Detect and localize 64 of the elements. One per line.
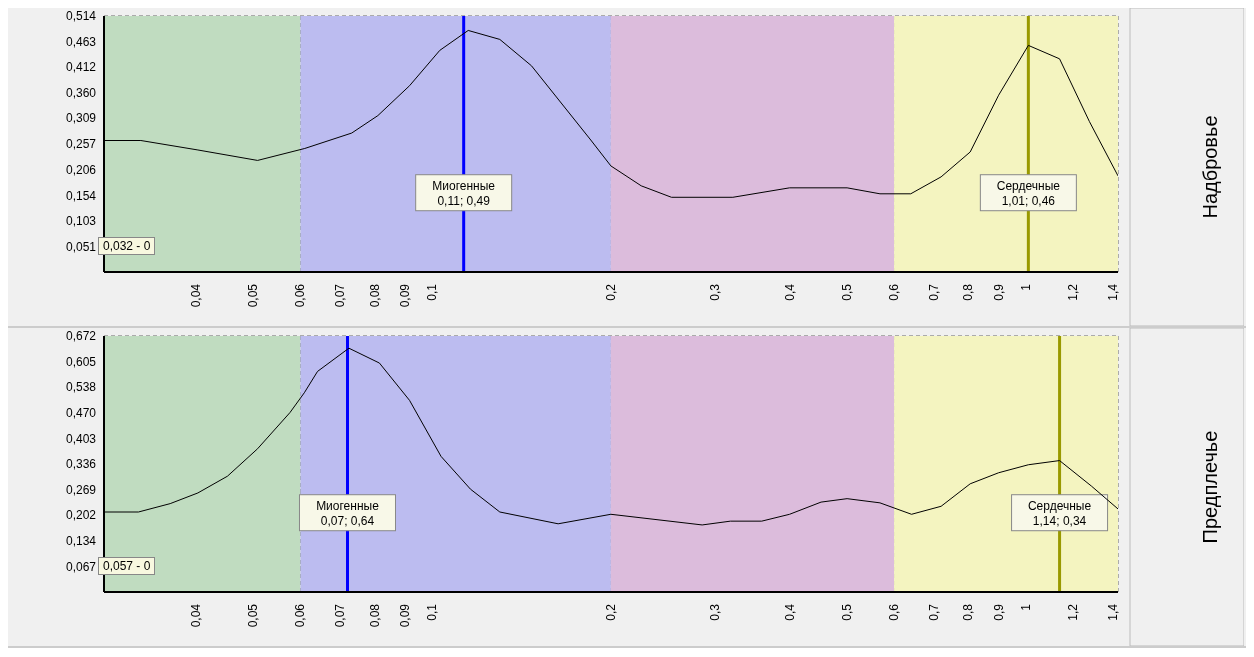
ref-line-label: Миогенные 0,11; 0,49 <box>432 178 496 208</box>
x-tick-label: 0,3 <box>708 283 723 301</box>
x-tick-label: 0,1 <box>425 603 440 621</box>
annotation: 0,057 - 0 <box>98 556 156 575</box>
y-tick-label: 0,051 <box>65 239 97 254</box>
x-tick-label: 0,4 <box>782 283 797 301</box>
y-tick-label: 0,202 <box>65 508 97 523</box>
y-tick-label: 0,514 <box>65 9 97 24</box>
x-tick-label: 0,06 <box>293 283 308 308</box>
x-tick-label: 0,8 <box>961 603 976 621</box>
ref-line-label: Сердечные 1,01; 0,46 <box>996 178 1061 208</box>
x-tick-label: 1,4 <box>1105 283 1120 301</box>
y-tick-label: 0,269 <box>65 482 97 497</box>
x-tick-label: 1,4 <box>1105 603 1120 621</box>
x-tick-label: 0,9 <box>991 283 1006 301</box>
y-tick-label: 0,103 <box>65 213 97 228</box>
x-tick-label: 0,09 <box>398 603 413 628</box>
x-tick-label: 0,05 <box>246 603 261 628</box>
x-tick-label: 0,05 <box>246 283 261 308</box>
y-tick-label: 0,538 <box>65 380 97 395</box>
y-tick-label: 0,067 <box>65 559 97 574</box>
x-tick-label: 1 <box>1018 283 1033 291</box>
x-tick-label: 1 <box>1018 603 1033 611</box>
x-tick-label: 0,2 <box>603 283 618 301</box>
x-tick-label: 0,3 <box>708 603 723 621</box>
x-tick-label: 0,07 <box>333 603 348 628</box>
x-tick-label: 0,06 <box>293 603 308 628</box>
x-tick-label: 0,6 <box>887 283 902 301</box>
y-tick-label: 0,206 <box>65 162 97 177</box>
y-tick-label: 0,360 <box>65 85 97 100</box>
x-tick-label: 1,2 <box>1065 283 1080 301</box>
y-tick-label: 0,309 <box>65 111 97 126</box>
x-tick-label: 1,2 <box>1065 603 1080 621</box>
y-tick-label: 0,154 <box>65 188 97 203</box>
x-tick-label: 0,6 <box>887 603 902 621</box>
y-tick-label: 0,605 <box>65 354 97 369</box>
x-tick-label: 0,1 <box>425 283 440 301</box>
x-tick-label: 0,2 <box>603 603 618 621</box>
x-tick-label: 0,04 <box>188 283 203 308</box>
y-tick-label: 0,463 <box>65 34 97 49</box>
y-tick-label: 0,336 <box>65 457 97 472</box>
y-tick-label: 0,134 <box>65 534 97 549</box>
y2-axis-title: Надбровье <box>1199 115 1221 219</box>
y2-axis-title: Предплечье <box>1199 430 1221 544</box>
y-tick-label: 0,412 <box>65 60 97 75</box>
y-tick-label: 0,470 <box>65 406 97 421</box>
ref-line-label: Миогенные 0,07; 0,64 <box>316 498 380 528</box>
annotation: 0,032 - 0 <box>98 236 156 255</box>
x-tick-label: 0,04 <box>188 603 203 628</box>
x-tick-label: 0,7 <box>926 283 941 301</box>
x-tick-label: 0,07 <box>333 283 348 308</box>
x-tick-label: 0,8 <box>961 283 976 301</box>
ref-line-label: Сердечные 1,14; 0,34 <box>1027 498 1092 528</box>
y-tick-label: 0,672 <box>65 329 97 344</box>
x-tick-label: 0,08 <box>367 603 382 628</box>
y-tick-label: 0,257 <box>65 137 97 152</box>
x-tick-label: 0,9 <box>991 603 1006 621</box>
x-tick-label: 0,5 <box>840 283 855 301</box>
x-tick-label: 0,09 <box>398 283 413 308</box>
x-tick-label: 0,08 <box>367 283 382 308</box>
x-tick-label: 0,7 <box>926 603 941 621</box>
x-tick-label: 0,4 <box>782 603 797 621</box>
y-tick-label: 0,403 <box>65 431 97 446</box>
x-tick-label: 0,5 <box>840 603 855 621</box>
